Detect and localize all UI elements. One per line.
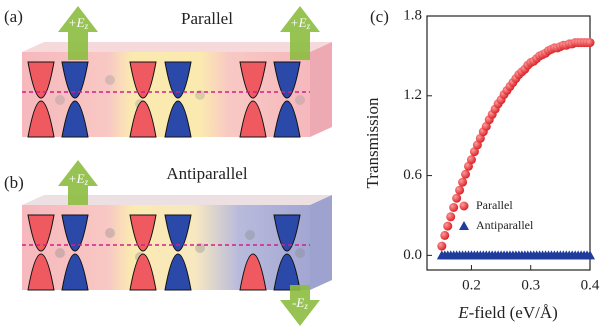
legend-label: Parallel (476, 198, 513, 212)
arrow-sub: z (306, 21, 311, 31)
arrow-text: -E (292, 295, 304, 310)
y-tick-label: 0.0 (403, 247, 422, 263)
point (449, 203, 458, 212)
point (586, 38, 595, 47)
figure: +Ez +Ez (a) Parallel +Ez -Ez (b) Antipar… (0, 0, 605, 329)
point (440, 231, 449, 240)
page: {"schematic": { "a": {"label": "(a)", "t… (0, 0, 605, 329)
arrow-text: +E (68, 15, 85, 30)
x-axis-label-var: E (457, 303, 469, 322)
y-tick-label: 1.8 (403, 7, 422, 23)
x-tick-label: 0.3 (521, 277, 540, 293)
point (446, 212, 455, 221)
box-side (310, 42, 332, 137)
chart: (c) Transmission E-field (eV/Å) 0.0 0.6 1.… (363, 7, 600, 322)
panel-label: (b) (4, 173, 24, 192)
x-tick-label: 0.4 (581, 277, 600, 293)
legend-label: Antiparallel (476, 218, 534, 232)
panel-label: (a) (4, 7, 23, 26)
x-axis-label: E-field (eV/Å) (457, 303, 558, 322)
point (461, 170, 470, 179)
x-axis-label-text: -field (eV/Å) (469, 303, 558, 322)
panel-label: (c) (370, 7, 389, 26)
point (455, 186, 464, 195)
arrow-text: +E (68, 171, 85, 186)
y-axis-label: Transmission (363, 97, 382, 189)
arrow-sub: z (303, 301, 308, 311)
arrow-sub: z (84, 177, 89, 187)
point (467, 155, 476, 164)
point (452, 194, 461, 203)
legend-marker (460, 202, 469, 211)
legend-marker (459, 221, 469, 230)
panel-b: +Ez -Ez (b) Antiparallel (4, 160, 332, 326)
box-side (310, 195, 332, 290)
panel-a: +Ez +Ez (a) Parallel (4, 6, 332, 137)
arrow-sub: z (84, 21, 89, 31)
panel-title: Parallel (181, 9, 233, 28)
y-tick-label: 1.2 (403, 87, 422, 103)
x-tick-label: 0.2 (462, 277, 481, 293)
plot-frame (427, 16, 590, 270)
point (443, 222, 452, 231)
y-tick-label: 0.6 (403, 167, 422, 183)
arrow-text: +E (290, 15, 307, 30)
panel-title: Antiparallel (166, 164, 247, 183)
point (437, 242, 446, 251)
point (458, 178, 467, 187)
